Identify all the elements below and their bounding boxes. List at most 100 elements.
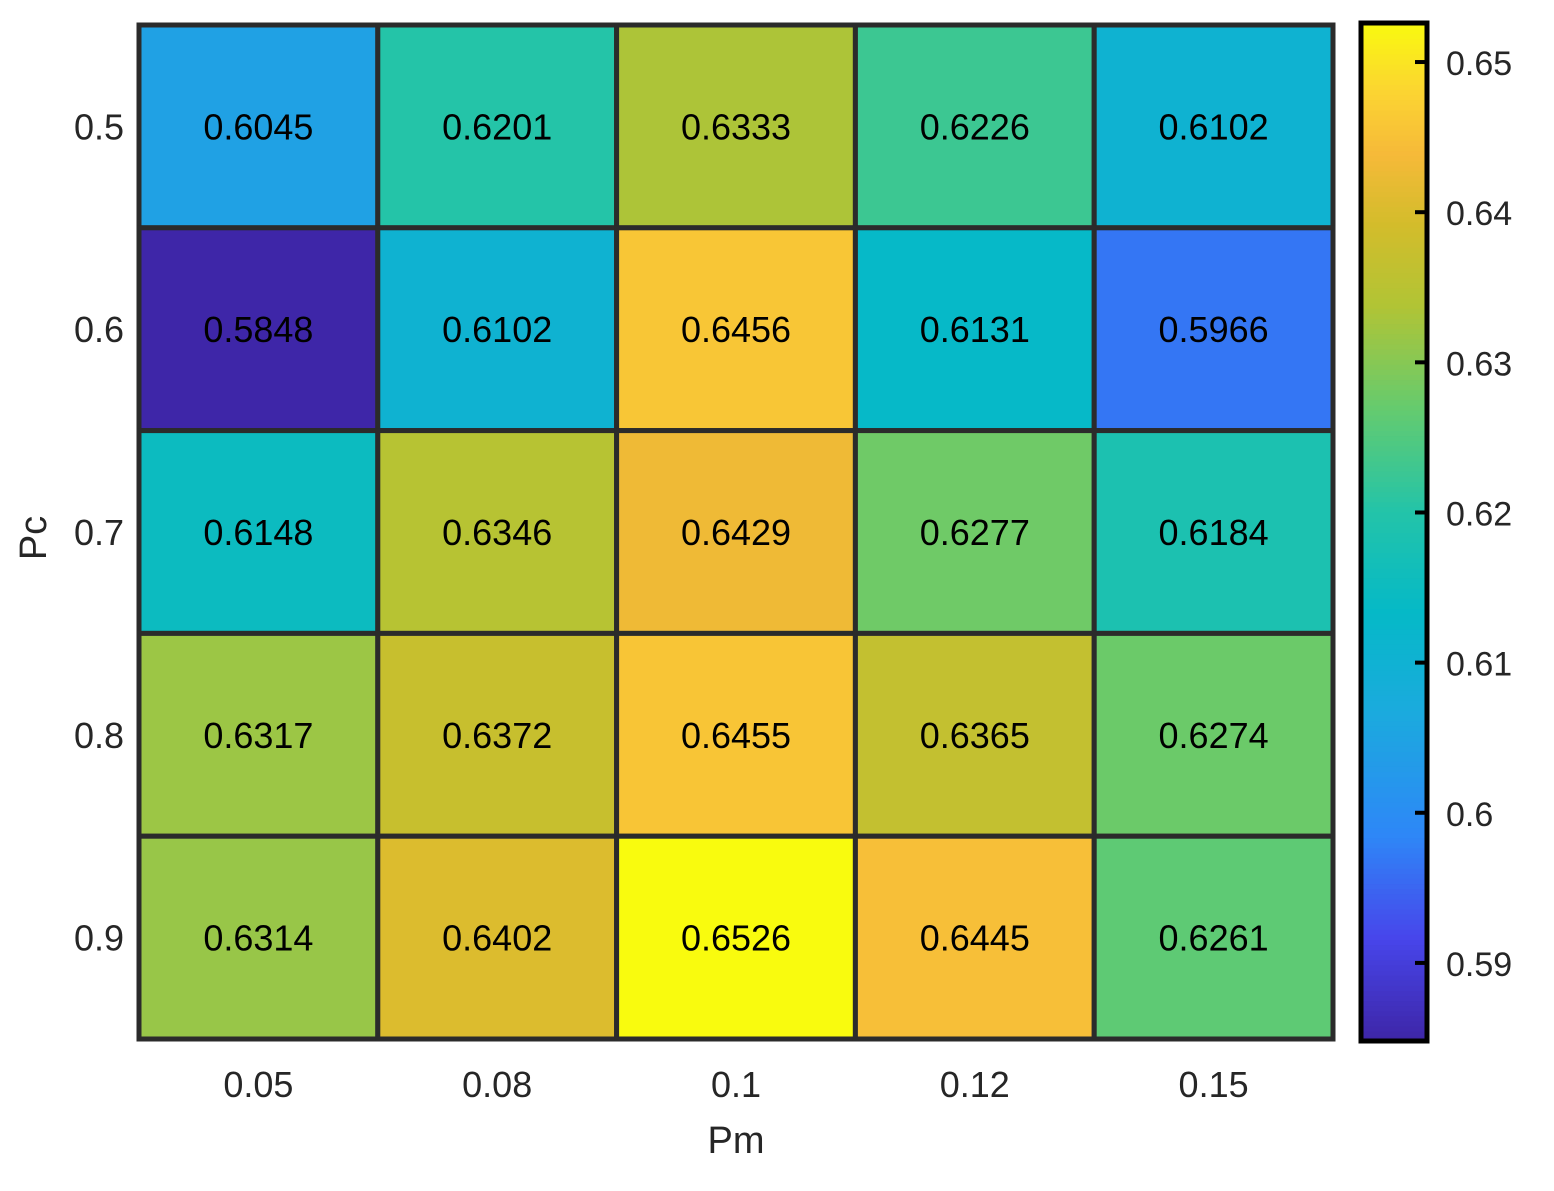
colorbar-segment [1361,282,1427,289]
colorbar-segment [1361,832,1427,839]
colorbar-segment [1361,811,1427,818]
colorbar-segment [1361,160,1427,167]
heatmap-cell-label: 0.6372 [442,715,552,756]
colorbar-segment [1361,649,1427,655]
heatmap-cell-label: 0.6131 [920,309,1030,350]
colorbar-segment [1361,888,1427,895]
colorbar-segment [1361,84,1427,90]
colorbar-segment [1361,618,1427,625]
colorbar-segment [1361,964,1427,971]
colorbar-segment [1361,58,1427,65]
heatmap-cell [375,22,620,231]
heatmap-cell-labels: 0.6045 0.6201 0.6333 0.6226 0.6102 0.5848 0.61… [203,106,1268,958]
colorbar-segment [1361,129,1427,136]
colorbar-segment [1361,145,1427,152]
colorbar-segment [1361,297,1427,304]
x-tick-labels: 0.05 0.08 0.1 0.12 0.15 [223,1064,1248,1105]
colorbar-segment [1361,1015,1427,1022]
heatmap-cell-label: 0.6102 [1159,106,1269,147]
colorbar-segment [1361,786,1427,793]
colorbar-segment [1361,521,1427,528]
colorbar-segment [1361,862,1427,869]
colorbar-segment [1361,216,1427,223]
heatmap-cell [852,428,1097,636]
colorbar-segment [1361,246,1427,253]
colorbar-segment [1361,842,1427,849]
x-tick-label: 0.05 [223,1064,293,1105]
colorbar-segment [1361,140,1427,146]
colorbar-segment [1361,272,1427,279]
colorbar-segment [1361,1010,1427,1017]
colorbar-segment [1361,1030,1427,1037]
colorbar-segment [1361,496,1427,503]
heatmap-cell-label: 0.6045 [203,106,313,147]
heatmap-cell-label: 0.6317 [203,715,313,756]
heatmap-cell-label: 0.5966 [1159,309,1269,350]
colorbar-segment [1361,389,1427,396]
colorbar-segment [1361,460,1427,467]
colorbar-segment [1361,313,1427,320]
heatmap-cell-label: 0.6365 [920,715,1030,756]
colorbar-segment [1361,954,1427,961]
colorbar-segment [1361,38,1427,45]
colorbar-segment [1361,420,1427,426]
colorbar-segment [1361,358,1427,365]
heatmap-cell [614,630,858,839]
colorbar-segment [1361,302,1427,309]
colorbar-segment [1361,969,1427,976]
colorbar-segment [1361,277,1427,284]
y-axis-label: Pc [13,516,55,560]
colorbar-segment [1361,593,1427,599]
colorbar-segment [1361,766,1427,773]
colorbar-segment [1361,908,1427,915]
colorbar-segment [1361,43,1427,50]
colorbar-segment [1361,801,1427,808]
colorbar-segment [1361,63,1427,70]
colorbar-segment [1361,633,1427,640]
colorbar-segment [1361,562,1427,569]
colorbar-segment [1361,430,1427,437]
colorbar-segment [1361,669,1427,676]
colorbar-segment [1361,694,1427,701]
colorbar-segment [1361,476,1427,482]
heatmap-cell [136,225,381,434]
colorbar-tick-label: 0.63 [1446,345,1512,383]
colorbar-segment [1361,384,1427,391]
colorbar-segment [1361,257,1427,264]
colorbar-segment [1361,1025,1427,1032]
colorbar-segment [1361,262,1427,269]
colorbar-tick-label: 0.61 [1446,646,1512,684]
colorbar-segment [1361,659,1427,666]
colorbar-segment [1361,491,1427,498]
colorbar-segment [1361,582,1427,589]
colorbar-segment [1361,425,1427,431]
colorbar-segment [1361,532,1427,538]
colorbar-segment [1361,196,1427,202]
colorbar-segment [1361,638,1427,645]
colorbar-tick-label: 0.65 [1446,45,1512,83]
heatmap-cell-label: 0.6274 [1159,715,1269,756]
heatmap-cell-label: 0.6526 [681,918,791,959]
colorbar-segment [1361,99,1427,106]
colorbar-segment [1361,470,1427,477]
colorbar-segment [1361,913,1427,920]
colorbar-segment [1361,28,1427,34]
heatmap-cell-label: 0.6445 [920,918,1030,959]
colorbar-segment [1361,150,1427,157]
x-tick-label: 0.15 [1179,1064,1249,1105]
colorbar-tick-label: 0.64 [1446,195,1512,233]
heatmap-cell-label: 0.6455 [681,715,791,756]
colorbar-segment [1361,995,1427,1002]
colorbar-segment [1361,211,1427,218]
colorbar-segment [1361,124,1427,131]
colorbar-segment [1361,903,1427,910]
colorbar-segment [1361,699,1427,706]
colorbar-segment [1361,267,1427,274]
colorbar-segment [1361,241,1427,248]
colorbar-segment [1361,603,1427,610]
colorbar-segment [1361,740,1427,747]
colorbar-segment [1361,705,1427,711]
colorbar-segment [1361,506,1427,513]
colorbar-segment [1361,221,1427,228]
